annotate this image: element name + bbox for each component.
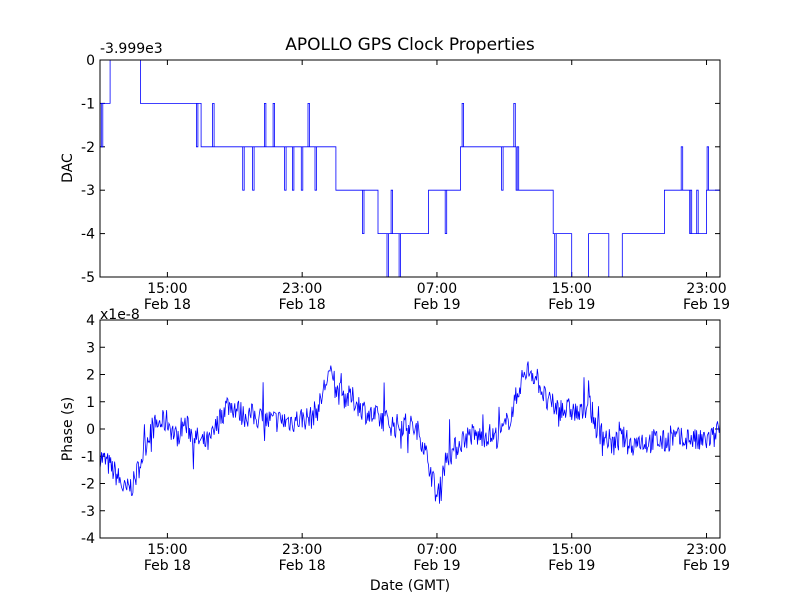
dac-x-tick-time: 23:00: [686, 281, 726, 297]
dac-y-ticks: 0 -1 -2 -3 -4 -5: [81, 53, 720, 286]
phase-y-tick-label: 1: [86, 395, 95, 411]
phase-x-tick-time: 23:00: [686, 542, 726, 558]
dac-x-tick-date: Feb 19: [548, 297, 595, 313]
phase-x-tick-date: Feb 18: [279, 558, 326, 574]
dac-y-tick-label: -4: [81, 227, 95, 243]
dac-y-tick-label: -2: [81, 140, 95, 156]
phase-plot-frame: [99, 319, 721, 539]
phase-x-tick-time: 15:00: [147, 542, 187, 558]
dac-x-tick-time: 15:00: [552, 281, 592, 297]
phase-x-tick-time: 15:00: [552, 542, 592, 558]
dac-x-tick-time: 15:00: [147, 281, 187, 297]
phase-y-ticks: 4 3 2 1 0 -1 -2 -3 -4: [81, 313, 720, 547]
dac-y-tick-label: -5: [81, 270, 95, 286]
phase-y-tick-label: -2: [81, 477, 95, 493]
dac-x-tick-date: Feb 18: [144, 297, 191, 313]
dac-plot-frame: [99, 59, 721, 278]
phase-x-tick-date: Feb 18: [144, 558, 191, 574]
phase-y-axis-label: Phase (s): [60, 397, 76, 461]
phase-x-tick-date: Feb 19: [548, 558, 595, 574]
dac-offset-label: -3.999e3: [100, 41, 163, 57]
phase-offset-label: x1e-8: [100, 307, 140, 323]
chart-title: APOLLO GPS Clock Properties: [285, 35, 535, 55]
dac-x-tick-date: Feb 19: [413, 297, 460, 313]
phase-y-tick-label: -1: [81, 449, 95, 465]
phase-y-tick-label: -4: [81, 531, 95, 547]
phase-x-tick-time: 23:00: [282, 542, 322, 558]
dac-x-tick-date: Feb 19: [683, 297, 730, 313]
dac-x-tick-time: 23:00: [282, 281, 322, 297]
phase-series-line: [99, 361, 721, 504]
dac-y-tick-label: 0: [86, 53, 95, 69]
dac-y-tick-label: -3: [81, 183, 95, 199]
phase-series: [99, 361, 721, 504]
x-axis-label: Date (GMT): [370, 578, 450, 594]
dac-y-tick-label: -1: [81, 96, 95, 112]
dac-x-tick-time: 07:00: [417, 281, 457, 297]
phase-x-tick-date: Feb 19: [413, 558, 460, 574]
dac-y-axis-label: DAC: [60, 153, 76, 183]
phase-y-tick-label: 3: [86, 340, 95, 356]
phase-y-tick-label: -3: [81, 504, 95, 520]
phase-x-tick-date: Feb 19: [683, 558, 730, 574]
phase-x-tick-time: 07:00: [417, 542, 457, 558]
phase-y-tick-label: 4: [86, 313, 95, 329]
phase-y-tick-label: 0: [86, 422, 95, 438]
dac-x-tick-date: Feb 18: [279, 297, 326, 313]
phase-y-tick-label: 2: [86, 368, 95, 384]
